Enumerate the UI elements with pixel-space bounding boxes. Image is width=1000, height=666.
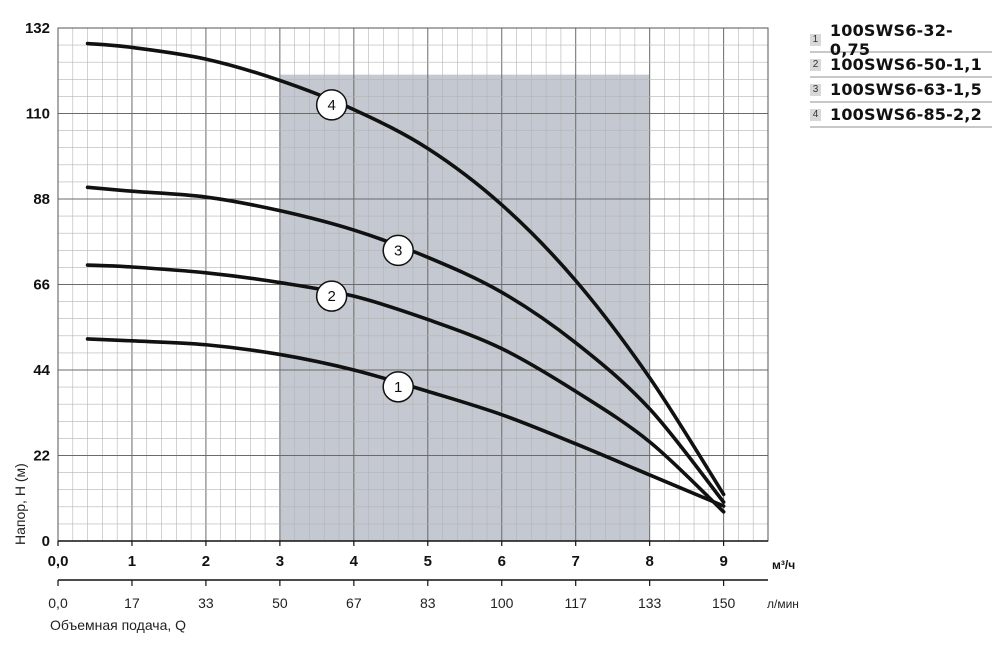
legend-number: 3: [810, 83, 821, 96]
legend-series-name: 100SWS6-32-0,75: [829, 20, 953, 59]
x-tick-label: 4: [350, 553, 359, 570]
x-tick-label: 7: [572, 553, 580, 570]
curve-series-3: [85, 185, 726, 504]
axes: [57, 27, 769, 586]
curve-marker-3: [382, 234, 414, 267]
x-unit-primary: м³/ч: [772, 558, 795, 572]
curve-marker-text: 4: [327, 97, 335, 114]
y-axis-label: Напор, H (м): [12, 463, 28, 545]
x-unit-secondary: л/мин: [767, 597, 799, 611]
x-tick-label-secondary: 83: [420, 595, 436, 611]
x-axis-label: Объемная подача, Q: [50, 617, 186, 633]
curve-marker-text: 3: [394, 242, 402, 259]
x-tick-label: 9: [719, 553, 727, 570]
legend-number: 4: [810, 108, 821, 121]
curve-series-2: [85, 263, 726, 514]
x-tick-label: 5: [424, 553, 432, 570]
x-tick-label-secondary: 17: [124, 595, 140, 611]
x-tick-label-secondary: 67: [346, 595, 362, 611]
curve-marker-1: [382, 371, 414, 403]
x-tick-label-secondary: 50: [272, 595, 288, 611]
x-tick-label: 1: [128, 553, 136, 570]
x-tick-label-secondary: 133: [638, 595, 662, 611]
y-tick-label: 132: [25, 20, 50, 37]
legend-item: 2 100SWS6-50-1,1: [810, 53, 992, 78]
legend-item: 3 100SWS6-63-1,5: [810, 78, 992, 103]
legend-series-name: 100SWS6-50-1,1: [830, 55, 982, 74]
x-tick-label: 2: [202, 553, 210, 570]
curve-marker-text: 2: [327, 288, 335, 305]
x-tick-label-secondary: 33: [198, 595, 214, 611]
legend-item: 4 100SWS6-85-2,2: [810, 103, 992, 128]
curve-labels: 1 2 3 4: [315, 89, 414, 403]
x-tick-label-secondary: 150: [712, 595, 736, 611]
x-tick-label: 3: [276, 553, 284, 570]
x-tick-label: 6: [498, 553, 506, 570]
y-tick-label: 0: [42, 533, 50, 550]
y-tick-label: 110: [26, 106, 50, 123]
curve-marker-2: [315, 280, 348, 312]
legend-series-name: 100SWS6-85-2,2: [830, 105, 982, 124]
x-tick-label: 8: [645, 553, 653, 570]
curve-series-4: [85, 41, 726, 497]
legend: 1 100SWS6-32-0,75 2 100SWS6-50-1,1 3 100SWS6-…: [810, 21, 992, 128]
legend-number: 2: [810, 58, 821, 71]
y-tick-label: 22: [33, 448, 50, 465]
y-tick-label: 44: [33, 362, 50, 379]
y-tick-label: 88: [33, 191, 50, 208]
x-tick-label-secondary: 100: [490, 595, 514, 611]
x-tick-label-secondary: 0,0: [48, 595, 68, 611]
x-tick-label: 0,0: [48, 553, 69, 570]
curve-marker-text: 1: [394, 379, 402, 396]
y-tick-label: 66: [33, 277, 50, 294]
legend-number: 1: [810, 33, 821, 46]
legend-item: 1 100SWS6-32-0,75: [810, 21, 992, 59]
curve-marker-4: [315, 89, 348, 121]
x-tick-label-secondary: 117: [565, 595, 588, 611]
legend-series-name: 100SWS6-63-1,5: [830, 80, 982, 99]
grid: [57, 27, 769, 542]
